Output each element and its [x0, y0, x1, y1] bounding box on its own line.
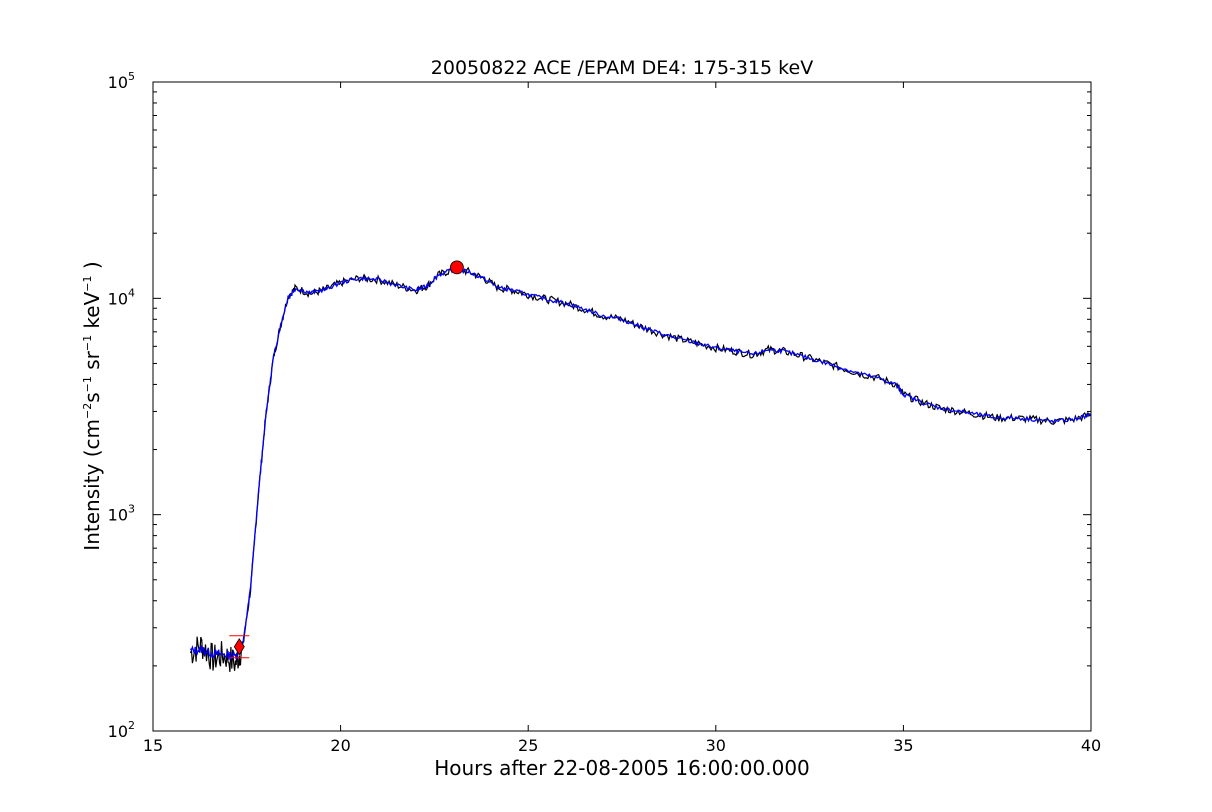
x-tick-label: 35	[893, 736, 913, 755]
y-tick-label: 103	[108, 503, 135, 525]
chart-title: 20050822 ACE /EPAM DE4: 175-315 keV	[431, 57, 813, 79]
x-tick-label: 25	[518, 736, 538, 755]
onset-marker	[233, 638, 245, 656]
x-tick-label: 30	[706, 736, 726, 755]
intensity-series-raw	[189, 264, 1092, 672]
plot-frame	[152, 81, 1092, 732]
y-tick-label: 104	[108, 286, 135, 308]
y-tick-label: 105	[108, 70, 135, 92]
x-tick-label: 40	[1081, 736, 1101, 755]
x-tick-label: 20	[330, 736, 350, 755]
x-tick-label: 15	[143, 736, 163, 755]
y-axis-label: Intensity (cm−2s−1 sr−1 keV−1 )	[80, 261, 104, 550]
plot-area	[189, 260, 1092, 672]
intensity-series-smoothed	[189, 266, 1092, 660]
y-tick-label: 102	[108, 719, 135, 741]
axis-ticks: 15 20 25 30 35 40 102 103 104 105	[108, 70, 1102, 755]
peak-marker	[450, 260, 464, 275]
x-axis-label: Hours after 22-08-2005 16:00:00.000	[434, 756, 810, 780]
